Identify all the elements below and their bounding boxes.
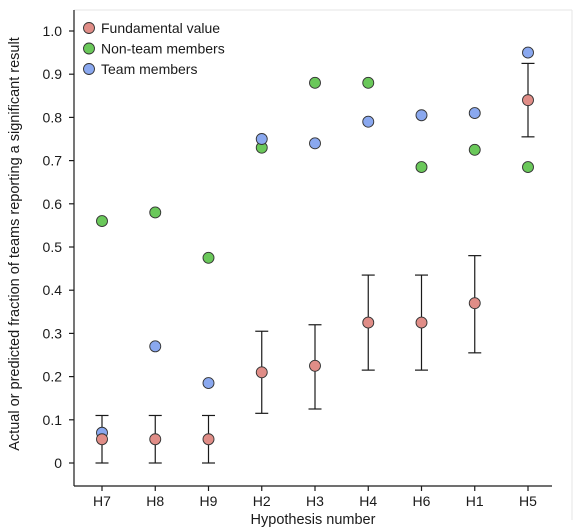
legend-label-fundamental-value: Fundamental value	[101, 20, 220, 36]
y-tick-label: 0.5	[43, 239, 63, 255]
point-team-members	[255, 133, 268, 145]
point-non-team-members	[149, 206, 162, 219]
y-tick-label: 0	[54, 455, 62, 471]
point-fundamental-value	[522, 94, 534, 107]
point-fundamental-value	[202, 433, 215, 446]
x-axis-title: Hypothesis number	[251, 512, 376, 528]
y-axis-title: Actual or predicted fraction of teams re…	[7, 37, 23, 450]
x-tick-label: H7	[93, 493, 111, 509]
legend-marker-non-team-members	[83, 42, 95, 55]
legend-marker-fundamental-value	[83, 22, 95, 34]
legend-label-team-members: Team members	[101, 61, 197, 77]
x-tick-label: H5	[519, 493, 537, 509]
y-tick-label: 0.4	[43, 282, 63, 298]
x-tick-label: H1	[466, 493, 484, 509]
point-team-members	[149, 340, 162, 353]
point-fundamental-value	[309, 359, 321, 372]
point-team-members	[468, 107, 481, 120]
legend-marker-team-members	[83, 63, 95, 75]
point-non-team-members	[96, 215, 108, 228]
y-tick-label: 0.1	[43, 412, 63, 428]
y-tick-label: 1.0	[43, 23, 63, 39]
legend-label-non-team-members: Non-team members	[101, 41, 225, 57]
x-tick-label: H2	[253, 493, 271, 509]
point-non-team-members	[522, 161, 534, 174]
y-tick-label: 0.7	[43, 153, 63, 169]
point-non-team-members	[202, 251, 215, 264]
point-team-members	[309, 137, 321, 150]
point-fundamental-value	[415, 316, 428, 329]
point-fundamental-value	[149, 433, 162, 446]
point-fundamental-value	[468, 297, 481, 310]
point-fundamental-value	[255, 366, 268, 379]
x-tick-label: H3	[306, 493, 324, 509]
x-tick-label: H8	[146, 493, 164, 509]
x-tick-label: H9	[200, 493, 218, 509]
point-team-members	[415, 109, 428, 122]
y-tick-label: 0.3	[43, 325, 63, 341]
point-team-members	[522, 46, 534, 59]
point-fundamental-value	[96, 433, 108, 446]
point-team-members	[362, 115, 375, 128]
y-tick-label: 0.8	[43, 109, 63, 125]
point-non-team-members	[309, 76, 321, 89]
x-tick-label: H6	[413, 493, 431, 509]
y-tick-label: 0.6	[43, 196, 63, 212]
point-team-members	[202, 377, 215, 390]
point-non-team-members	[468, 143, 481, 156]
point-non-team-members	[415, 161, 428, 174]
point-non-team-members	[362, 76, 375, 89]
y-tick-label: 0.2	[43, 369, 63, 385]
y-tick-label: 0.9	[43, 66, 63, 82]
point-fundamental-value	[362, 316, 375, 329]
x-tick-label: H4	[359, 493, 377, 509]
